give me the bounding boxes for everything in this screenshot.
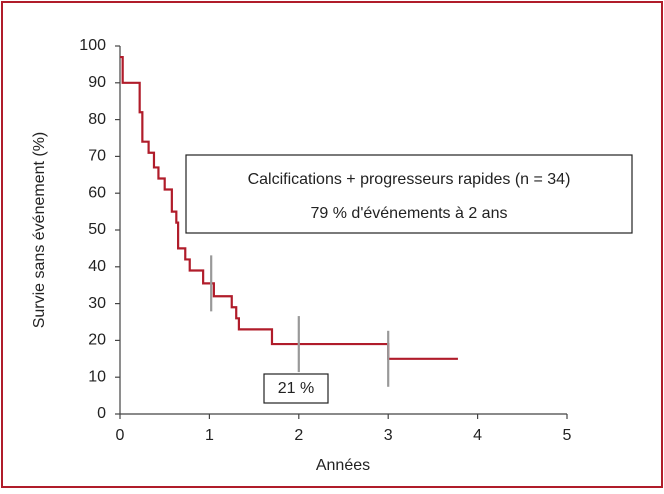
- y-tick-label: 80: [88, 111, 106, 128]
- annotation-box: [185, 154, 633, 234]
- x-axis-label: Années: [316, 457, 370, 474]
- y-axis-label: Survie sans événement (%): [31, 132, 48, 329]
- y-tick-label: 50: [88, 221, 106, 238]
- y-tick-label: 40: [88, 258, 106, 275]
- y-tick-label: 10: [88, 368, 106, 385]
- x-tick-label: 1: [205, 427, 214, 444]
- x-tick-label: 3: [384, 427, 393, 444]
- y-tick-label: 70: [88, 148, 106, 165]
- y-tick-label: 0: [97, 405, 106, 422]
- x-tick-label: 0: [116, 427, 125, 444]
- x-tick-label: 5: [563, 427, 572, 444]
- x-tick-label: 4: [473, 427, 482, 444]
- annotation: 79 % d'événements à 2 ans: [311, 205, 508, 222]
- y-tick-label: 100: [79, 37, 106, 54]
- y-tick-label: 60: [88, 184, 106, 201]
- annotation-box: [263, 373, 329, 404]
- x-tick-label: 2: [294, 427, 303, 444]
- annotation: 21 %: [278, 380, 314, 397]
- y-tick-label: 30: [88, 295, 106, 312]
- annotation: Calcifications + progresseurs rapides (n…: [248, 171, 571, 188]
- y-tick-label: 20: [88, 332, 106, 349]
- y-tick-label: 90: [88, 74, 106, 91]
- survival-curve: [120, 55, 458, 360]
